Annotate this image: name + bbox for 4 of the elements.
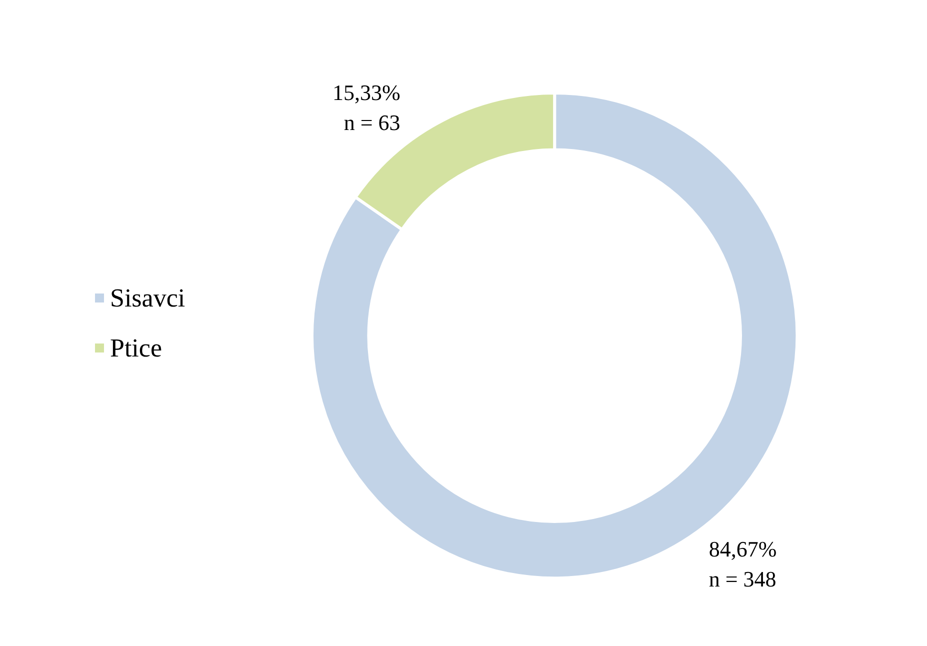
legend-label: Sisavci <box>110 284 186 312</box>
data-label: 84,67% n = 348 <box>708 536 777 592</box>
data-label: 15,33% n = 63 <box>332 80 400 135</box>
legend-label: Ptice <box>110 334 162 362</box>
